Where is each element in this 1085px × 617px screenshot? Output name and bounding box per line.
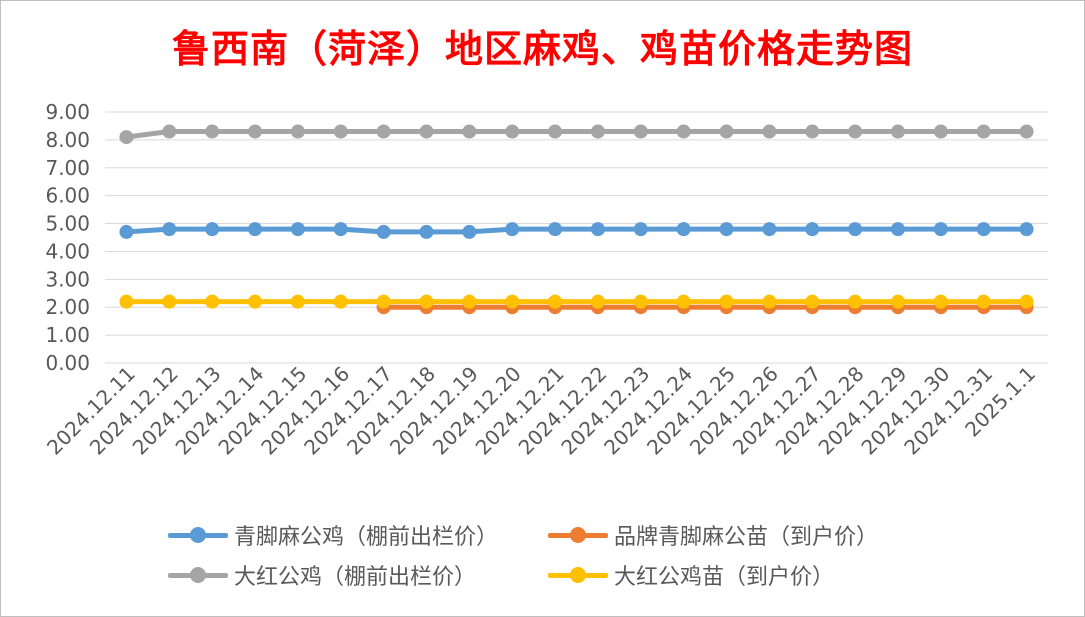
- data-point: [290, 124, 305, 139]
- data-point: [248, 222, 263, 237]
- data-point: [548, 222, 563, 237]
- data-point: [505, 124, 520, 139]
- data-point: [290, 294, 305, 309]
- data-point: [248, 124, 263, 139]
- data-point: [719, 124, 734, 139]
- y-tick-label: 7.00: [45, 156, 90, 180]
- data-point: [333, 294, 348, 309]
- data-point: [505, 222, 520, 237]
- data-point: [676, 124, 691, 139]
- y-tick-label: 3.00: [45, 267, 90, 291]
- series-3: [119, 294, 1034, 309]
- data-point: [1019, 294, 1034, 309]
- data-point: [719, 294, 734, 309]
- data-point: [676, 222, 691, 237]
- data-point: [548, 124, 563, 139]
- data-point: [976, 124, 991, 139]
- chart-title: 鲁西南（菏泽）地区麻鸡、鸡苗价格走势图: [171, 26, 913, 71]
- data-point: [890, 222, 905, 237]
- data-point: [119, 294, 134, 309]
- data-point: [590, 124, 605, 139]
- data-point: [119, 224, 134, 239]
- y-tick-label: 4.00: [45, 239, 90, 263]
- x-axis: 2024.12.112024.12.122024.12.132024.12.14…: [42, 362, 1040, 460]
- data-point: [590, 222, 605, 237]
- data-point: [119, 130, 134, 145]
- data-point: [419, 124, 434, 139]
- y-tick-label: 6.00: [45, 184, 90, 208]
- data-point: [162, 124, 177, 139]
- data-point: [805, 124, 820, 139]
- data-point: [933, 222, 948, 237]
- data-point: [976, 294, 991, 309]
- data-point: [205, 222, 220, 237]
- data-point: [248, 294, 263, 309]
- data-point: [762, 124, 777, 139]
- data-point: [205, 294, 220, 309]
- data-point: [633, 222, 648, 237]
- data-point: [633, 124, 648, 139]
- data-point: [548, 294, 563, 309]
- data-point: [333, 222, 348, 237]
- y-tick-label: 1.00: [45, 323, 90, 347]
- data-point: [976, 222, 991, 237]
- data-point: [590, 294, 605, 309]
- y-axis: 0.00 1.00 2.00 3.00 4.00 5.00 6.00 7.00 8.00 9.00: [45, 100, 90, 375]
- data-point: [848, 124, 863, 139]
- data-point: [1019, 124, 1034, 139]
- y-tick-label: 9.00: [45, 100, 90, 124]
- data-point: [419, 294, 434, 309]
- data-point: [462, 224, 477, 239]
- y-tick-label: 8.00: [45, 128, 90, 152]
- y-tick-label: 5.00: [45, 212, 90, 236]
- gridlines: [105, 111, 1048, 364]
- data-point: [290, 222, 305, 237]
- data-point: [162, 294, 177, 309]
- data-point: [505, 294, 520, 309]
- data-point: [805, 222, 820, 237]
- data-point: [633, 294, 648, 309]
- series-line: [123, 226, 1030, 235]
- data-point: [376, 224, 391, 239]
- data-point: [205, 124, 220, 139]
- series-2: [119, 124, 1034, 145]
- data-point: [719, 222, 734, 237]
- y-tick-label: 0.00: [45, 351, 90, 375]
- data-point: [462, 294, 477, 309]
- data-point: [890, 124, 905, 139]
- data-point: [1019, 222, 1034, 237]
- data-point: [419, 224, 434, 239]
- data-point: [933, 294, 948, 309]
- data-point: [376, 294, 391, 309]
- series-0: [119, 222, 1034, 239]
- data-point: [762, 294, 777, 309]
- data-point: [676, 294, 691, 309]
- data-point: [848, 294, 863, 309]
- data-point: [933, 124, 948, 139]
- data-point: [333, 124, 348, 139]
- data-point: [805, 294, 820, 309]
- data-point: [890, 294, 905, 309]
- data-point: [762, 222, 777, 237]
- data-point: [848, 222, 863, 237]
- y-tick-label: 2.00: [45, 295, 90, 319]
- data-point: [462, 124, 477, 139]
- series-line: [123, 129, 1030, 140]
- data-point: [162, 222, 177, 237]
- data-point: [376, 124, 391, 139]
